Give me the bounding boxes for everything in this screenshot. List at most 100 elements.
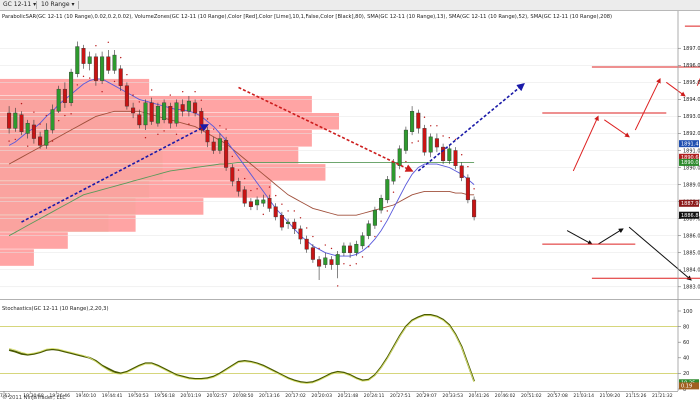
- psar-dot: [237, 169, 240, 171]
- psar-dot: [461, 154, 463, 156]
- psar-dot: [70, 113, 72, 115]
- candle-down: [118, 68, 123, 86]
- psar-dot: [64, 114, 66, 117]
- time-axis-label: 20:33:53: [442, 393, 463, 399]
- psar-dot: [405, 160, 407, 163]
- time-axis-label: 21:15:26: [626, 393, 647, 399]
- price-marker-label: 1887.9: [681, 201, 699, 207]
- psar-dot: [39, 123, 41, 125]
- time-axis-label: 27:52: [0, 393, 10, 399]
- candle-up: [286, 221, 291, 224]
- psar-dot: [318, 247, 320, 250]
- stochastics-axis-label: 100: [683, 309, 693, 315]
- candle-down: [168, 105, 173, 124]
- stochastics-axis-label: 60: [683, 340, 689, 346]
- sma-208-line: [8, 161, 475, 237]
- volume-zone-red: [0, 130, 312, 147]
- sma-13-line: [8, 78, 475, 257]
- time-axis-label: 20:57:08: [547, 393, 568, 399]
- candle-down: [19, 114, 24, 132]
- candle-up: [360, 235, 365, 247]
- candle-up: [25, 123, 30, 134]
- candle-down: [81, 48, 86, 64]
- candle-up: [174, 102, 179, 124]
- volume-zone-red: [0, 147, 299, 164]
- volume-zone-red: [0, 198, 204, 215]
- candle-down: [93, 56, 98, 81]
- stochastics-marker: [679, 382, 699, 390]
- time-axis[interactable]: 27:52 19:30:58 19:36:46 19:40:10 19:44:41 19:…: [0, 391, 673, 399]
- red-projection-arrow: [604, 119, 630, 138]
- red-projection-arrow: [634, 78, 661, 131]
- volume-zone-red: [0, 78, 150, 96]
- candle-down: [131, 107, 136, 114]
- price-axis-label: 1891.0: [683, 148, 700, 154]
- psar-dot: [281, 203, 283, 205]
- psar-dot: [368, 246, 370, 248]
- chart-canvas[interactable]: ParabolicSAR(GC 12-11 (10 Range),0.02,0.…: [0, 11, 700, 401]
- psar-dot: [275, 194, 277, 197]
- candle-up: [155, 105, 160, 124]
- candle-down: [193, 102, 198, 114]
- psar-dot: [206, 118, 209, 120]
- bar-type-selector[interactable]: 10 Range ▾: [41, 0, 75, 10]
- instrument-label: GC 12-11: [3, 1, 32, 8]
- candle-down: [472, 199, 477, 218]
- candle-up: [69, 71, 74, 103]
- candle-up: [397, 148, 402, 167]
- psar-dot: [417, 140, 419, 142]
- psar-dot: [380, 220, 382, 222]
- psar-dot: [399, 176, 401, 178]
- red-projection-arrow: [666, 81, 686, 97]
- psar-dot: [27, 145, 29, 147]
- price-panel-indicator-label: ParabolicSAR(GC 12-11 (10 Range),0.02,0.…: [2, 14, 612, 20]
- candle-up: [341, 245, 346, 253]
- instrument-selector[interactable]: GC 12-11 ▾: [3, 0, 36, 10]
- time-axis-label: 19:36:46: [49, 393, 70, 399]
- candle-up: [385, 179, 390, 201]
- bar-type-dropdown-icon: ▾: [71, 1, 75, 8]
- price-marker-label: 1890.6: [681, 155, 699, 161]
- candle-up: [379, 197, 384, 211]
- price-marker-label: 1890.0: [681, 160, 699, 166]
- psar-dot: [45, 114, 47, 117]
- psar-dot: [101, 91, 103, 93]
- psar-dot: [213, 128, 215, 130]
- candle-down: [149, 102, 154, 122]
- psar-dot: [355, 263, 357, 265]
- candle-up: [323, 257, 328, 265]
- price-marker: [679, 211, 699, 219]
- candle-down: [205, 129, 210, 143]
- red-projection-arrow: [572, 115, 599, 172]
- price-axis-label: 1890.0: [683, 165, 700, 171]
- psar-dot: [89, 77, 91, 79]
- drawing-objects[interactable]: [21, 23, 700, 281]
- price-axis-label: 1894.0: [683, 97, 700, 103]
- blue-dashed-trend-arrow: [417, 83, 525, 172]
- price-axis-label: 1892.0: [683, 131, 700, 137]
- candle-down: [317, 259, 322, 267]
- candle-down: [124, 85, 129, 107]
- time-axis-label: 20:17:02: [285, 393, 306, 399]
- psar-dot: [120, 56, 122, 59]
- candle-down: [236, 180, 241, 192]
- time-axis-label: 20:27:51: [390, 393, 411, 399]
- candle-down: [310, 247, 315, 260]
- psar-dot: [58, 119, 60, 122]
- candle-down: [416, 112, 421, 129]
- candle-up: [372, 209, 377, 226]
- time-axis-label: 19:50:53: [128, 393, 149, 399]
- candle-down: [199, 111, 204, 131]
- candle-down: [422, 128, 427, 153]
- time-axis-label: 20:51:02: [521, 393, 542, 399]
- psar-dot: [169, 94, 171, 96]
- time-axis-label: 19:44:41: [102, 393, 123, 399]
- chart-toolbar: GC 12-11 ▾ 10 Range ▾: [0, 0, 700, 11]
- price-axis-label: 1889.0: [683, 182, 700, 188]
- stochastics-axis-label: 0: [683, 387, 686, 393]
- candle-up: [410, 111, 415, 132]
- toolbar-divider: [36, 1, 37, 9]
- psar-dot: [194, 91, 196, 93]
- price-axis[interactable]: 1897.0 1896.0 1895.0 1894.0 1893.0 1892.0 1891…: [678, 46, 700, 291]
- stochastics-axis[interactable]: 10080604020010.250.19: [678, 309, 699, 393]
